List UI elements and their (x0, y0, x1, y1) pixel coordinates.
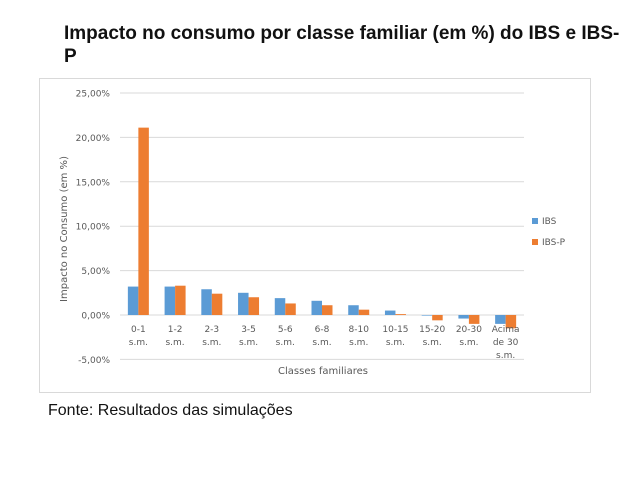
x-tick-label: s.m. (386, 338, 405, 348)
x-tick-label: s.m. (349, 338, 368, 348)
x-tick-label: 10-15 (382, 325, 408, 335)
x-tick-label: 0-1 (131, 325, 146, 335)
bar-ibs-p (211, 293, 223, 315)
legend-swatch-ibs (532, 218, 538, 224)
x-tick-label: 3-5 (241, 325, 256, 335)
bar-ibs (164, 286, 176, 315)
bar-ibs (274, 298, 286, 315)
bar-ibs-p (395, 314, 406, 315)
x-tick-label: 8-10 (349, 325, 370, 335)
legend-swatch-ibs-p (532, 239, 538, 245)
y-tick-label: 20,00% (76, 134, 111, 144)
source-note: Fonte: Resultados das simulações (48, 402, 293, 419)
bar-ibs (348, 305, 359, 315)
x-tick-label: de 30 (493, 338, 519, 348)
x-tick-label: 2-3 (204, 325, 219, 335)
y-axis-title: Impacto no Consumo (em %) (59, 156, 70, 302)
x-tick-label: s.m. (129, 338, 148, 348)
y-tick-label: 10,00% (76, 223, 111, 233)
bar-ibs-p (285, 303, 296, 315)
bar-ibs-p (358, 309, 370, 315)
y-tick-label: 15,00% (76, 178, 111, 188)
x-tick-label: s.m. (459, 338, 478, 348)
bar-ibs-p (505, 315, 517, 329)
chart-frame: 25,00% 20,00% 15,00% 10,00% 5,00% 0,00% -5,00%… (39, 78, 591, 393)
x-tick-label: s.m. (312, 338, 331, 348)
bar-ibs-p (175, 285, 186, 315)
bar-ibs-p (432, 315, 443, 321)
y-axis-ticks: 25,00% 20,00% 15,00% 10,00% 5,00% 0,00% -5,00% (76, 90, 111, 366)
bar-ibs (421, 315, 433, 316)
y-tick-label: -5,00% (78, 356, 110, 366)
bar-ibs-p (248, 297, 260, 315)
x-tick-label: 6-8 (315, 325, 330, 335)
bar-ibs-p (468, 315, 480, 324)
x-axis-title: Classes familiares (278, 366, 368, 377)
x-tick-label: s.m. (165, 338, 184, 348)
legend-label: IBS (542, 217, 557, 227)
x-tick-label: Acima (492, 325, 520, 335)
x-tick-label: s.m. (496, 351, 515, 361)
bar-ibs-p (322, 305, 333, 315)
bar-ibs (127, 286, 139, 315)
bar-ibs (238, 292, 249, 315)
x-tick-label: 5-6 (278, 325, 293, 335)
bar-ibs-p (138, 127, 149, 315)
y-tick-label: 5,00% (81, 267, 110, 277)
bar-ibs (311, 300, 322, 315)
x-axis-labels: 0-1 s.m. 1-2 s.m. 2-3 s.m. 3-5 s.m. 5-6 s.m. 6-8 s.… (129, 325, 520, 361)
y-tick-label: 0,00% (81, 312, 110, 322)
x-tick-label: s.m. (423, 338, 442, 348)
x-tick-label: 15-20 (419, 325, 445, 335)
bars (127, 127, 517, 329)
bar-ibs (201, 289, 212, 315)
legend-label: IBS-P (542, 238, 566, 248)
x-tick-label: s.m. (239, 338, 258, 348)
bar-chart: 25,00% 20,00% 15,00% 10,00% 5,00% 0,00% -5,00%… (59, 90, 566, 378)
bar-ibs (495, 315, 506, 324)
x-tick-label: s.m. (202, 338, 221, 348)
gridlines (120, 92, 524, 360)
legend: IBS IBS-P (532, 217, 566, 248)
x-tick-label: 1-2 (168, 325, 183, 335)
y-tick-label: 25,00% (76, 90, 111, 100)
bar-ibs (384, 310, 396, 315)
x-tick-label: s.m. (276, 338, 295, 348)
x-tick-label: 20-30 (456, 325, 482, 335)
chart-title: Impacto no consumo por classe familiar (… (64, 23, 620, 67)
bar-ibs (458, 315, 469, 319)
